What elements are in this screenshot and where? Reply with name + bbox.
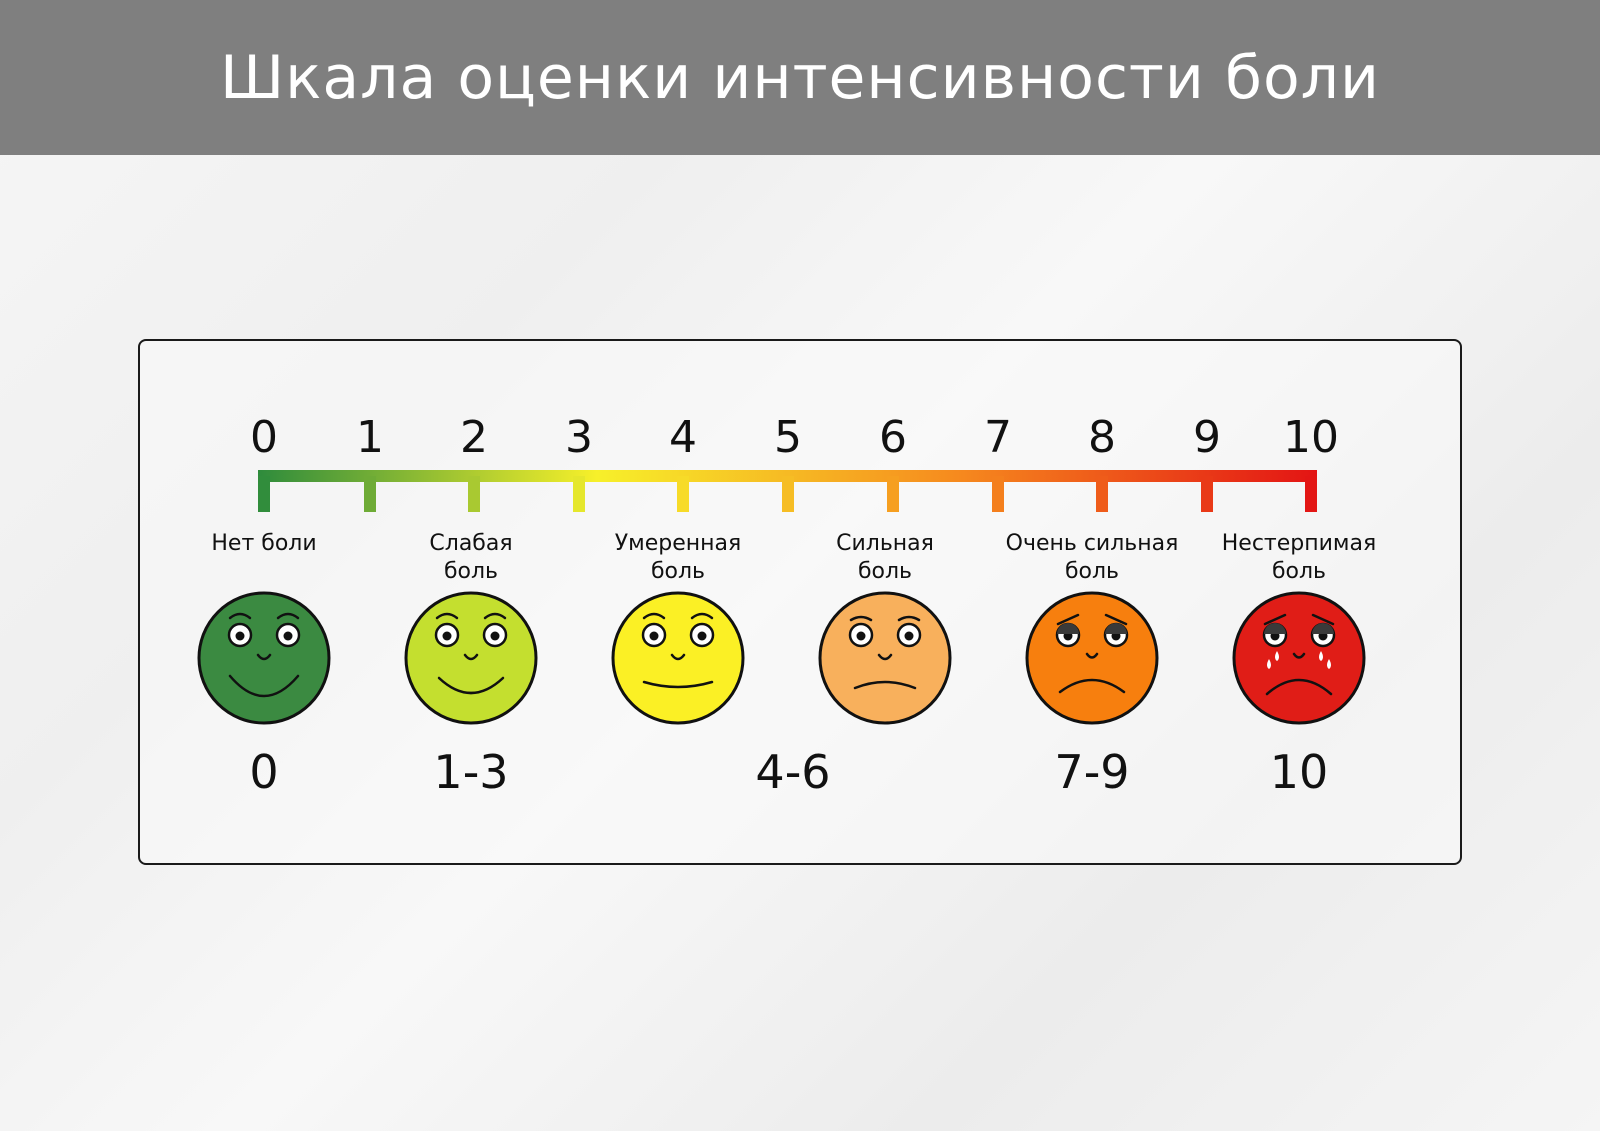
scale-number-9: 9	[1193, 412, 1221, 463]
range-1: 1-3	[433, 745, 508, 799]
scale-numbers: 0 1 2 3 4 5 6 7 8 9 10	[250, 412, 1339, 463]
scale-number-5: 5	[774, 412, 802, 463]
level-label-0: Нет боли	[211, 531, 316, 556]
range-4: 7-9	[1054, 745, 1129, 799]
level-label-4: Очень сильная боль	[1006, 531, 1179, 584]
scale-tick-10	[1305, 476, 1317, 512]
scale-tick-1	[364, 476, 376, 512]
range-shared: 4-6	[755, 745, 830, 799]
scale-bar	[258, 470, 1317, 512]
level-label-2: Умеренная боль	[615, 531, 742, 584]
range-0: 0	[249, 745, 278, 799]
face-very-happy-icon	[197, 591, 331, 725]
scale-tick-3	[573, 476, 585, 512]
scale-tick-0	[258, 476, 270, 512]
scale-tick-5	[782, 476, 794, 512]
level-label-5: Нестерпимая боль	[1222, 531, 1376, 584]
scale-tick-8	[1096, 476, 1108, 512]
face-happy-icon	[404, 591, 538, 725]
pain-scale-panel	[138, 339, 1462, 865]
face-sad-icon	[818, 591, 952, 725]
face-very-sad-icon	[1025, 591, 1159, 725]
scale-number-1: 1	[356, 412, 384, 463]
scale-number-3: 3	[565, 412, 593, 463]
level-label-1: Слабая боль	[429, 531, 512, 584]
scale-tick-9	[1201, 476, 1213, 512]
scale-tick-6	[887, 476, 899, 512]
range-5: 10	[1270, 745, 1329, 799]
scale-number-0: 0	[250, 412, 278, 463]
scale-number-4: 4	[669, 412, 697, 463]
scale-number-10: 10	[1283, 412, 1339, 463]
title-banner: Шкала оценки интенсивности боли	[0, 0, 1600, 155]
scale-number-2: 2	[460, 412, 488, 463]
scale-number-7: 7	[984, 412, 1012, 463]
level-label-3: Сильная боль	[836, 531, 934, 584]
level-faces	[197, 591, 1366, 725]
scale-tick-4	[677, 476, 689, 512]
level-ranges: 0 1-3 7-9 10 4-6	[249, 745, 1328, 799]
scale-number-8: 8	[1088, 412, 1116, 463]
face-neutral-smile-icon	[611, 591, 745, 725]
scale-tick-7	[992, 476, 1004, 512]
scale-tick-2	[468, 476, 480, 512]
level-labels: Нет боли Слабая боль Умеренная боль Сильная бо…	[211, 531, 1376, 584]
page-title: Шкала оценки интенсивности боли	[219, 42, 1380, 113]
face-crying-icon	[1232, 591, 1366, 725]
scale-number-6: 6	[879, 412, 907, 463]
